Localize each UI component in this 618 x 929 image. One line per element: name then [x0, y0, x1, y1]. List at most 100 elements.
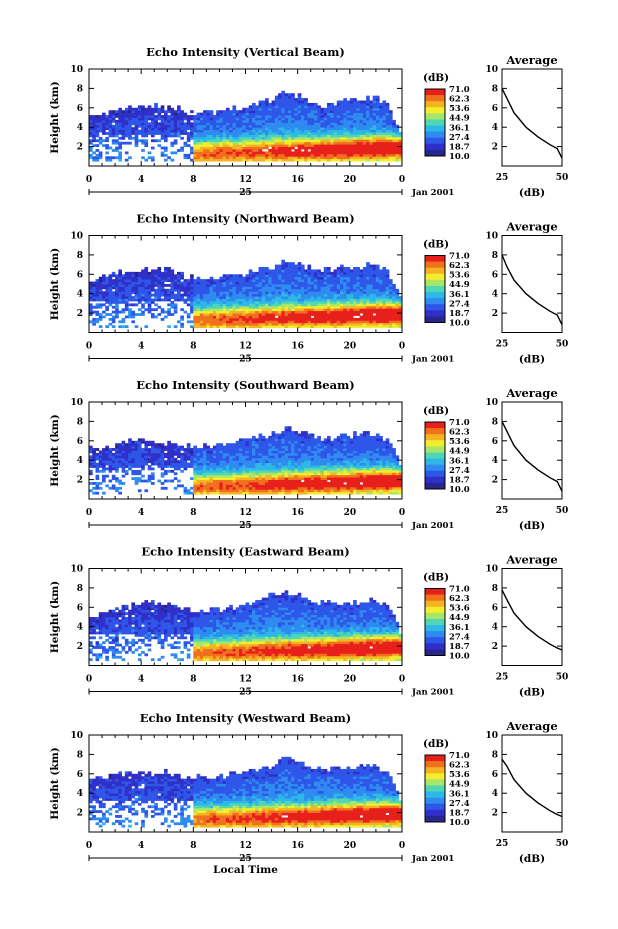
- heatmap-cell: [199, 303, 204, 307]
- heatmap-cell: [284, 274, 289, 278]
- heatmap-cell: [336, 325, 341, 329]
- heatmap-cell: [278, 279, 282, 282]
- heatmap-cell: [349, 293, 354, 297]
- heatmap-cell: [382, 279, 387, 282]
- heatmap-cell: [115, 127, 119, 131]
- heatmap-cell: [128, 274, 132, 278]
- heatmap-cell: [379, 153, 383, 157]
- heatmap-cell: [238, 117, 243, 121]
- heatmap-cell: [284, 315, 289, 319]
- heatmap-cell: [258, 310, 263, 314]
- heatmap-cell: [375, 293, 380, 297]
- heatmap-cell: [343, 122, 347, 126]
- heatmap-cell: [333, 322, 338, 326]
- heatmap-cell: [304, 100, 308, 104]
- heatmap-cell: [349, 317, 354, 321]
- heatmap-cell: [366, 136, 370, 140]
- heatmap-cell: [252, 132, 256, 135]
- heatmap-cell: [284, 276, 289, 280]
- heatmap-cell: [150, 300, 155, 304]
- heatmap-cell: [170, 291, 175, 295]
- colorbar-swatch: [425, 298, 445, 305]
- heatmap-cell: [183, 279, 188, 282]
- heatmap-cell: [284, 281, 289, 285]
- heatmap-cell: [102, 122, 106, 126]
- heatmap-cell: [317, 322, 321, 326]
- heatmap-cell: [261, 117, 266, 121]
- heatmap-cell: [238, 112, 243, 116]
- heatmap-cell: [245, 460, 250, 464]
- heatmap-cell: [199, 119, 204, 123]
- heatmap-cell: [121, 452, 126, 456]
- heatmap-cell: [258, 296, 263, 299]
- heatmap-cell: [203, 489, 207, 493]
- heatmap-cell: [255, 153, 259, 157]
- heatmap-cell: [235, 298, 240, 302]
- heatmap-cell: [271, 102, 276, 106]
- heatmap-cell: [177, 134, 181, 138]
- heatmap-cell: [323, 293, 328, 297]
- heatmap-cell: [177, 286, 181, 290]
- heatmap-cell: [333, 276, 338, 280]
- heatmap-cell: [340, 144, 344, 148]
- heatmap-cell: [265, 132, 269, 135]
- heatmap-cell: [111, 448, 116, 451]
- heatmap-cell: [121, 450, 126, 454]
- heatmap-cell: [242, 276, 246, 280]
- heatmap-cell: [199, 477, 204, 481]
- heatmap-cell: [392, 293, 396, 297]
- heatmap-cell: [219, 472, 224, 476]
- heatmap-cell: [284, 298, 289, 302]
- heatmap-cell: [222, 491, 227, 495]
- heatmap-cell: [105, 450, 109, 454]
- heatmap-cell: [238, 317, 243, 321]
- heatmap-cell: [274, 291, 279, 295]
- heatmap-cell: [375, 269, 380, 273]
- heatmap-cell: [297, 276, 302, 280]
- heatmap-cell: [294, 127, 299, 131]
- heatmap-cell: [349, 274, 354, 278]
- heatmap-cell: [173, 310, 178, 314]
- heatmap-cell: [203, 317, 207, 321]
- heatmap-cell: [245, 296, 250, 299]
- heatmap-cell: [173, 445, 178, 449]
- heatmap-cell: [330, 276, 334, 280]
- heatmap-cell: [225, 322, 230, 326]
- heatmap-cell: [199, 462, 204, 466]
- heatmap-cell: [343, 136, 347, 140]
- heatmap-cell: [128, 460, 132, 464]
- heatmap-cell: [297, 262, 302, 266]
- heatmap-cell: [131, 313, 136, 316]
- heatmap-cell: [294, 110, 299, 114]
- heatmap-cell: [359, 115, 364, 118]
- heatmap-cell: [261, 325, 266, 329]
- heatmap-cell: [212, 153, 217, 157]
- heatmap-cell: [297, 141, 302, 145]
- heatmap-cell: [212, 482, 217, 485]
- heatmap-cell: [248, 110, 253, 114]
- heatmap-cell: [385, 158, 390, 162]
- heatmap-cell: [209, 132, 214, 135]
- heatmap-cell: [372, 129, 377, 133]
- heatmap-cell: [307, 315, 312, 319]
- heatmap-cell: [375, 317, 380, 321]
- heatmap-cell: [255, 325, 259, 329]
- heatmap-cell: [323, 144, 328, 148]
- heatmap-cell: [245, 443, 250, 447]
- heatmap-cell: [379, 119, 383, 123]
- heatmap-cell: [199, 136, 204, 140]
- heatmap-cell: [144, 144, 149, 148]
- heatmap-cell: [212, 322, 217, 326]
- heatmap-cell: [163, 472, 168, 476]
- heatmap-cell: [278, 144, 282, 148]
- heatmap-cell: [111, 455, 116, 459]
- heatmap-cell: [278, 119, 282, 123]
- heatmap-cell: [141, 296, 145, 299]
- heatmap-cell: [284, 264, 289, 268]
- heatmap-cell: [248, 105, 253, 109]
- heatmap-cell: [212, 291, 217, 295]
- heatmap-cell: [248, 274, 253, 278]
- heatmap-cell: [359, 102, 364, 106]
- heatmap-cell: [121, 129, 126, 133]
- heatmap-cell: [196, 132, 201, 135]
